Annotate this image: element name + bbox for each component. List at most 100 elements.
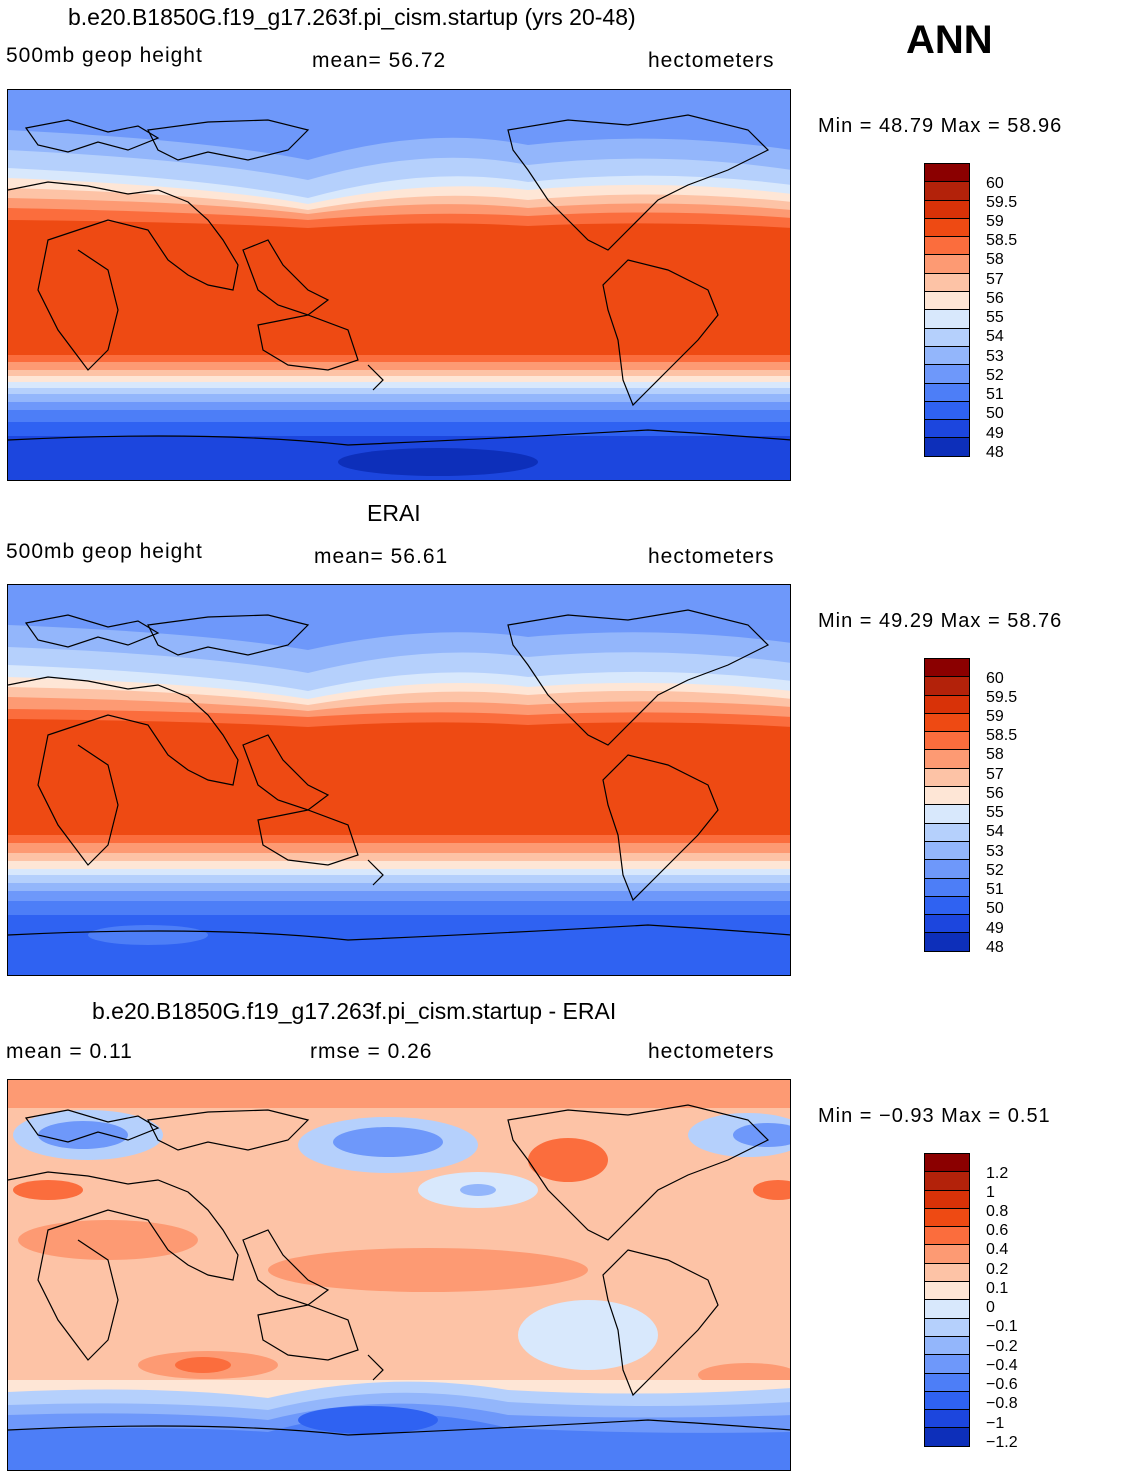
colorbar-tick-label: −0.1: [986, 1318, 1018, 1335]
colorbar-tick-label: 50: [986, 405, 1004, 422]
colorbar-tick-label: 55: [986, 804, 1004, 821]
colorbar-swatch: [924, 914, 970, 934]
colorbar-swatch: [924, 1171, 970, 1191]
contour-map-difference: [7, 1079, 791, 1471]
contour-map-model: [7, 89, 791, 481]
colorbar-swatch: [924, 1189, 970, 1209]
map-canvas: [8, 90, 790, 480]
colorbar-tick-label: 1.2: [986, 1165, 1009, 1182]
colorbar-tick-label: 51: [986, 881, 1004, 898]
colorbar-swatch: [924, 658, 970, 678]
colorbar-swatch: [924, 419, 970, 439]
colorbar-swatch: [924, 1390, 970, 1411]
colorbar-model: [924, 163, 970, 457]
colorbar-tick-label: −0.8: [986, 1395, 1018, 1412]
colorbar-swatch: [924, 932, 970, 952]
colorbar-difference: [924, 1153, 970, 1447]
colorbar-tick-label: 0.4: [986, 1241, 1009, 1258]
colorbar-tick-label: 54: [986, 328, 1004, 345]
colorbar-swatch: [924, 236, 970, 256]
colorbar-tick-label: 0.8: [986, 1203, 1009, 1220]
colorbar-tick-label: 0.6: [986, 1222, 1009, 1239]
colorbar-swatch: [924, 804, 970, 824]
colorbar-tick-label: 59: [986, 708, 1004, 725]
colorbar-tick-label: 56: [986, 785, 1004, 802]
colorbar-swatch: [924, 731, 970, 751]
map-canvas: [8, 1080, 790, 1470]
colorbar-swatch: [924, 694, 970, 714]
colorbar-swatch: [924, 1244, 970, 1264]
colorbar-tick-label: 0.2: [986, 1261, 1009, 1278]
colorbar-tick-label: 58.5: [986, 727, 1018, 744]
contour-map-obs: [7, 584, 791, 976]
colorbar-tick-label: 53: [986, 843, 1004, 860]
panel-left-label: mean = 0.11: [6, 1040, 133, 1063]
colorbar-swatch: [924, 822, 970, 842]
colorbar-tick-label: 55: [986, 309, 1004, 326]
colorbar-swatch: [924, 786, 970, 806]
colorbar-swatch: [924, 181, 970, 201]
colorbar-swatch: [924, 1262, 970, 1283]
panel-left-label: 500mb geop height: [6, 540, 203, 563]
colorbar-tick-label: 51: [986, 386, 1004, 403]
colorbar-swatch: [924, 1207, 970, 1228]
colorbar-swatch: [924, 345, 970, 366]
colorbar-tick-label: 60: [986, 175, 1004, 192]
colorbar-swatch: [924, 254, 970, 274]
colorbar-tick-label: 57: [986, 271, 1004, 288]
colorbar-tick-label: 48: [986, 939, 1004, 956]
colorbar-swatch: [924, 217, 970, 238]
panel-units: hectometers: [648, 545, 775, 568]
colorbar-swatch: [924, 712, 970, 733]
colorbar-tick-label: −1: [986, 1415, 1005, 1432]
colorbar-swatch: [924, 749, 970, 769]
colorbar-swatch: [924, 877, 970, 897]
colorbar-swatch: [924, 199, 970, 219]
colorbar-swatch: [924, 1281, 970, 1301]
colorbar-tick-label: 57: [986, 766, 1004, 783]
min-max-label: Min = 49.29 Max = 58.76: [818, 610, 1063, 632]
colorbar-tick-label: 54: [986, 823, 1004, 840]
colorbar-swatch: [924, 840, 970, 861]
colorbar-tick-label: 58: [986, 746, 1004, 763]
colorbar-swatch: [924, 1427, 970, 1447]
panel-units: hectometers: [648, 1040, 775, 1063]
colorbar-tick-label: −0.4: [986, 1357, 1018, 1374]
colorbar-swatch: [924, 1299, 970, 1319]
colorbar-swatch: [924, 895, 970, 916]
map-canvas: [8, 585, 790, 975]
panel-center-label: mean= 56.72: [312, 49, 447, 72]
colorbar-tick-label: 48: [986, 444, 1004, 461]
colorbar-swatch: [924, 1372, 970, 1392]
colorbar-swatch: [924, 1335, 970, 1356]
panel-units: hectometers: [648, 49, 775, 72]
colorbar-swatch: [924, 676, 970, 696]
season-label: ANN: [906, 18, 993, 62]
colorbar-swatch: [924, 382, 970, 402]
colorbar-tick-label: 58: [986, 251, 1004, 268]
colorbar-tick-label: 50: [986, 900, 1004, 917]
colorbar-tick-label: 52: [986, 367, 1004, 384]
panel-title: b.e20.B1850G.f19_g17.263f.pi_cism.startu…: [92, 998, 617, 1024]
colorbar-tick-label: −1.2: [986, 1434, 1018, 1451]
colorbar-swatch: [924, 1226, 970, 1246]
colorbar-tick-label: 60: [986, 670, 1004, 687]
min-max-label: Min = 48.79 Max = 58.96: [818, 115, 1063, 137]
panel-center-label: mean= 56.61: [314, 545, 449, 568]
panel-left-label: 500mb geop height: [6, 44, 203, 67]
colorbar-tick-label: 56: [986, 290, 1004, 307]
colorbar-tick-label: 0: [986, 1299, 995, 1316]
colorbar-swatch: [924, 272, 970, 293]
colorbar-swatch: [924, 291, 970, 311]
colorbar-swatch: [924, 1317, 970, 1337]
min-max-label: Min = −0.93 Max = 0.51: [818, 1105, 1051, 1127]
colorbar-tick-label: 53: [986, 348, 1004, 365]
panel-title: ERAI: [367, 500, 421, 526]
colorbar-swatch: [924, 859, 970, 879]
colorbar-swatch: [924, 1153, 970, 1173]
colorbar-tick-label: −0.6: [986, 1376, 1018, 1393]
colorbar-swatch: [924, 309, 970, 329]
colorbar-swatch: [924, 1409, 970, 1429]
colorbar-swatch: [924, 327, 970, 347]
colorbar-tick-label: −0.2: [986, 1338, 1018, 1355]
